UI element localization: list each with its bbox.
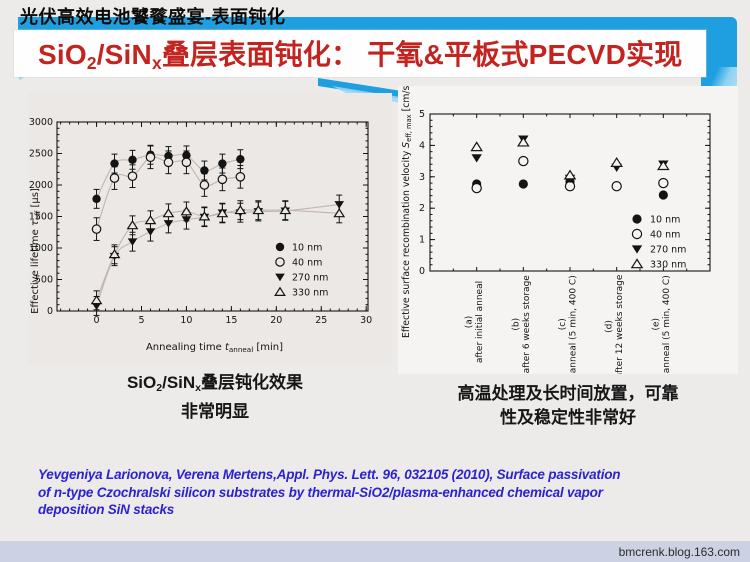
caption-right: 高温处理及长时间放置，可靠 性及稳定性非常好: [408, 382, 728, 430]
chart-effective-lifetime: 0 5 10 15 20 25 30 0 500 1000 1500 2000 2500 3000 10 n…: [28, 93, 392, 365]
svg-text:5: 5: [419, 109, 425, 120]
header-tag: 光伏高效电池饕餮盛宴-表面钝化: [20, 3, 286, 29]
svg-text:(b)after 6 weeks storage: (b)after 6 weeks storage: [511, 275, 532, 374]
caption-left: SiO2/SiNx叠层钝化效果 非常明显: [55, 371, 375, 424]
header-accent-bar: [18, 17, 737, 30]
svg-text:330 nm: 330 nm: [292, 288, 328, 299]
svg-text:Effective surface recombinatio: Effective surface recombination velocity…: [401, 86, 413, 338]
svg-text:0: 0: [47, 306, 53, 317]
header-tag-text: 光伏高效电池饕餮盛宴-表面钝化: [20, 7, 286, 27]
page-title: SiO2/SiNx叠层表面钝化： 干氧&平板式PECVD实现: [38, 39, 683, 73]
svg-text:25: 25: [315, 315, 327, 326]
svg-text:1500: 1500: [29, 212, 53, 223]
svg-text:(c)anneal (5 min, 400 C): (c)anneal (5 min, 400 C): [558, 275, 579, 373]
svg-text:10 nm: 10 nm: [292, 243, 322, 254]
caption-left-line1: SiO2/SiNx叠层钝化效果: [126, 373, 304, 394]
citation-line3: deposition SiN stacks: [38, 502, 175, 517]
chart-surface-recombination: 0 1 2 3 4 5 (a)after initial anneal (b)after 6 …: [398, 82, 738, 378]
svg-text:1: 1: [419, 235, 425, 246]
citation-line2: of n-type Czochralski silicon substrates…: [38, 484, 603, 500]
caption-right-line2: 性及稳定性非常好: [500, 408, 636, 427]
svg-text:330 nm: 330 nm: [650, 260, 686, 271]
svg-text:Annealing time tanneal [min]: Annealing time tanneal [min]: [146, 342, 283, 354]
svg-text:(d)after 12 weeks storage: (d)after 12 weeks storage: [605, 274, 626, 374]
svg-text:2: 2: [419, 203, 425, 214]
svg-text:3: 3: [419, 172, 425, 183]
caption-left-line2: 非常明显: [181, 401, 249, 421]
citation-line1: Yevgeniya Larionova, Verena Mertens,Appl…: [38, 467, 621, 482]
svg-text:2000: 2000: [29, 180, 53, 191]
svg-text:40 nm: 40 nm: [292, 258, 322, 269]
svg-text:4: 4: [419, 140, 425, 151]
svg-text:5: 5: [138, 315, 144, 326]
svg-text:0: 0: [419, 266, 425, 277]
svg-text:20: 20: [270, 315, 282, 326]
svg-text:15: 15: [225, 315, 237, 326]
svg-text:0: 0: [94, 315, 100, 326]
svg-text:(e)anneal (5 min, 400 C): (e)anneal (5 min, 400 C): [651, 275, 672, 373]
svg-text:500: 500: [35, 275, 53, 286]
caption-right-line1: 高温处理及长时间放置，可靠: [457, 384, 679, 403]
svg-text:10 nm: 10 nm: [650, 215, 680, 226]
svg-text:1000: 1000: [29, 243, 53, 254]
svg-text:40 nm: 40 nm: [650, 230, 680, 241]
svg-text:30: 30: [360, 315, 372, 326]
svg-text:3000: 3000: [29, 117, 53, 128]
svg-text:2500: 2500: [29, 149, 53, 160]
svg-text:10: 10: [180, 315, 192, 326]
title-banner: SiO2/SiNx叠层表面钝化： 干氧&平板式PECVD实现: [14, 30, 706, 77]
svg-text:270 nm: 270 nm: [650, 245, 686, 256]
footer-url: bmcrenk.blog.163.com: [618, 544, 740, 559]
svg-text:270 nm: 270 nm: [292, 273, 328, 284]
svg-text:Effective lifetime τeff [μs]: Effective lifetime τeff [μs]: [30, 188, 42, 314]
citation: Yevgeniya Larionova, Verena Mertens,Appl…: [38, 466, 730, 519]
svg-text:(a)after initial anneal: (a)after initial anneal: [465, 281, 486, 363]
footer-bar: bmcrenk.blog.163.com: [0, 541, 750, 562]
